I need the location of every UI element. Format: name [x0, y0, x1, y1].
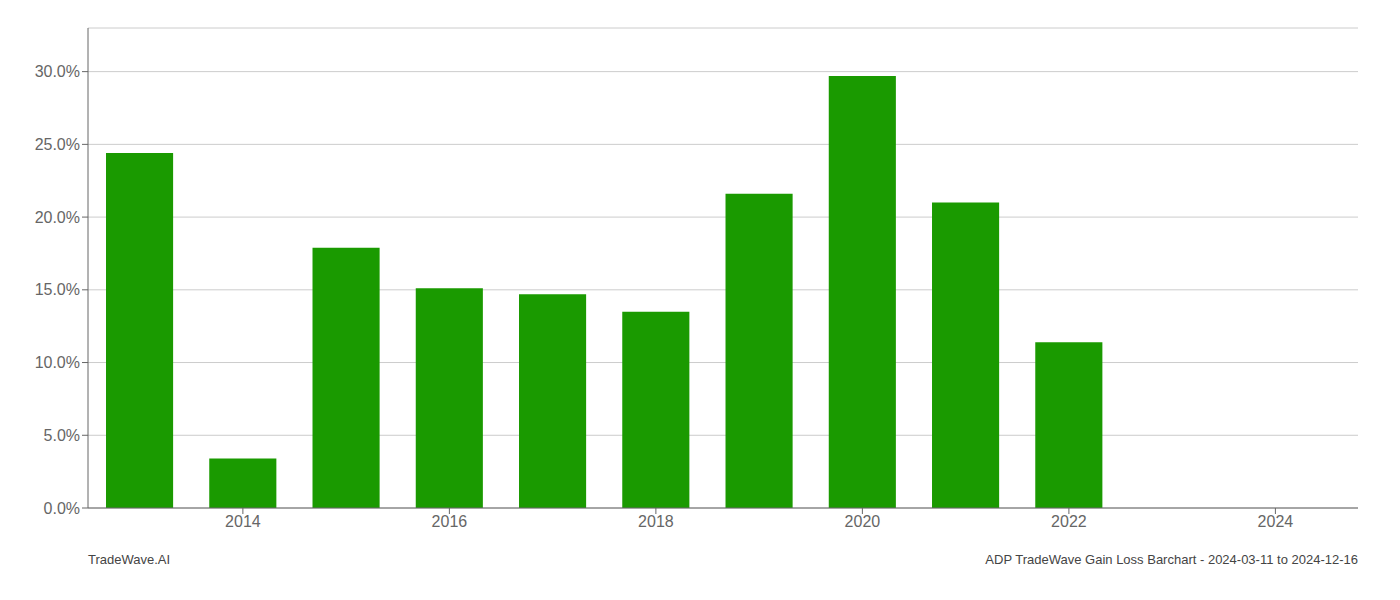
svg-text:0.0%: 0.0%	[44, 500, 80, 517]
svg-text:2022: 2022	[1051, 513, 1087, 530]
svg-text:20.0%: 20.0%	[35, 209, 80, 226]
html-text:TradeWave.AI: TradeWave.AI	[88, 552, 171, 567]
svg-text:15.0%: 15.0%	[35, 281, 80, 298]
svg-text:2018: 2018	[638, 513, 674, 530]
svg-text:5.0%: 5.0%	[44, 427, 80, 444]
svg-text:25.0%: 25.0%	[35, 136, 80, 153]
svg-text:2020: 2020	[845, 513, 881, 530]
svg-text:2024: 2024	[1258, 513, 1294, 530]
html-text:ADP TradeWave Gain Loss Barcha: ADP TradeWave Gain Loss Barchart - 2024-…	[985, 552, 1358, 567]
svg-text:10.0%: 10.0%	[35, 354, 80, 371]
svg-text:30.0%: 30.0%	[35, 63, 80, 80]
svg-text:2016: 2016	[432, 513, 468, 530]
svg-text:2014: 2014	[225, 513, 261, 530]
